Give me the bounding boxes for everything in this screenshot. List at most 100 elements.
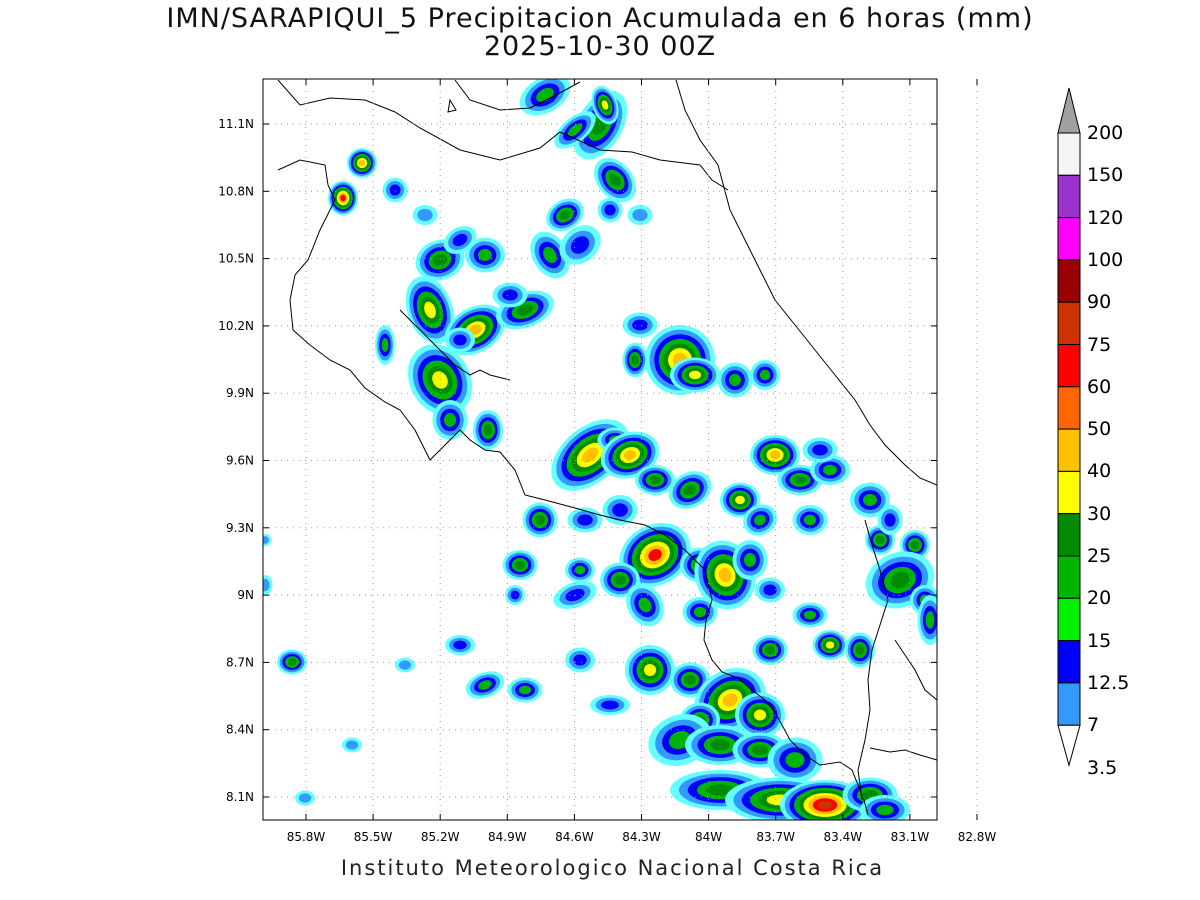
precip-contour [759, 369, 771, 381]
lat-tick-label: 8.7N [226, 655, 254, 669]
precip-contour [502, 289, 518, 301]
latitude-labels: 11.1N 10.8N 10.5N 10.2N 9.9N 9.6N 9.3N 9N 8.7N 8.… [218, 117, 254, 804]
colorbar-label: 40 [1087, 460, 1112, 483]
precip-contour [823, 464, 837, 476]
lat-lon-grid [263, 79, 978, 820]
precip-contour [875, 535, 885, 545]
precip-contour [453, 640, 467, 650]
colorbar-label: 60 [1087, 375, 1112, 398]
precip-contour [604, 204, 616, 216]
colorbar-label: 100 [1087, 248, 1124, 271]
precip-contour [518, 685, 532, 695]
precip-contour [817, 800, 833, 810]
colorbar-min-arrow [1057, 724, 1081, 768]
colorbar-label: 75 [1087, 333, 1112, 356]
colorbar-label: 120 [1087, 206, 1124, 229]
precip-contour [876, 804, 894, 816]
precip-contour [769, 450, 781, 460]
coastlines-and-borders [277, 79, 937, 816]
panama-coast [869, 639, 937, 761]
precip-contour [483, 424, 493, 436]
colorbar-segment [1057, 344, 1081, 388]
precip-contour [632, 319, 648, 331]
lon-tick-label: 84.6W [555, 830, 594, 844]
precip-contour [263, 578, 270, 592]
colorbar-segment [1057, 513, 1081, 557]
precip-contour [910, 540, 920, 550]
precip-contour [643, 663, 657, 677]
colorbar-label: 3.5 [1087, 756, 1118, 779]
precip-contour [452, 233, 468, 247]
colorbar-label: 30 [1087, 502, 1112, 525]
colorbar-segment [1057, 301, 1081, 346]
precip-contour [609, 173, 621, 187]
precip-contour [925, 611, 935, 629]
colorbar-label: 7 [1087, 714, 1100, 737]
precip-contour [559, 210, 571, 220]
precip-contour [855, 645, 865, 655]
precip-contour [381, 338, 389, 352]
lat-tick-label: 8.4N [226, 723, 254, 737]
precip-contour [705, 784, 735, 796]
colorbar-label: 25 [1087, 545, 1112, 567]
longitude-labels: 85.8W 85.5W 85.2W 84.9W 84.6W 84.3W 84W 83.7W 83… [287, 830, 997, 844]
colorbar-segment [1057, 682, 1081, 726]
lon-tick-label: 83.7W [756, 830, 795, 844]
lon-tick-label: 85.8W [287, 830, 326, 844]
lat-tick-label: 9.6N [226, 454, 254, 468]
colorbar-segment [1057, 174, 1081, 219]
colorbar-segment [1057, 428, 1081, 472]
lon-tick-label: 82.8W [958, 830, 997, 844]
precip-contour [743, 553, 757, 567]
lat-tick-label: 10.2N [218, 319, 254, 333]
lat-tick-label: 9.3N [226, 521, 254, 535]
precip-contour [684, 675, 696, 685]
lon-tick-label: 83.1W [891, 830, 930, 844]
precip-contour [287, 658, 297, 666]
precip-contour [263, 536, 269, 544]
precip-contour [417, 208, 433, 222]
precip-contour [890, 571, 910, 589]
precip-contour [710, 739, 730, 751]
map-subtitle-date: 2025-10-30 00Z [483, 31, 717, 62]
precip-contour [601, 700, 619, 710]
colorbar-segment [1057, 132, 1081, 176]
nicaragua-costa-rica-border [277, 79, 729, 191]
lon-tick-label: 84W [695, 830, 722, 844]
precip-contour [358, 159, 366, 167]
precipitation-field [263, 79, 937, 820]
precip-contour [543, 246, 557, 264]
precipitation-colorbar [1057, 87, 1081, 768]
precip-contour [754, 514, 766, 526]
precip-contour [612, 503, 628, 517]
colorbar-label: 200 [1087, 122, 1124, 144]
pacific-coast-south [544, 499, 869, 816]
colorbar-segment [1057, 640, 1081, 684]
precip-contour [573, 654, 587, 666]
lat-tick-label: 9.9N [226, 386, 254, 400]
lat-tick-label: 8.1N [226, 790, 254, 804]
precip-contour [803, 514, 817, 526]
colorbar-label: 50 [1087, 418, 1112, 441]
pacific-coast-north [277, 159, 546, 501]
precip-contour [340, 194, 346, 202]
precip-contour [728, 373, 742, 387]
colorbar-label: 12.5 [1087, 671, 1130, 694]
precip-contour [803, 610, 817, 620]
precip-contour [516, 304, 534, 316]
precip-contour [793, 475, 807, 485]
lon-tick-label: 85.5W [354, 830, 393, 844]
precip-contour [752, 745, 768, 755]
precip-contour [763, 584, 777, 596]
colorbar-label: 15 [1087, 629, 1112, 652]
precip-contour [765, 645, 775, 655]
colorbar-segment [1057, 555, 1081, 599]
precip-contour [812, 444, 828, 456]
precip-contour [722, 693, 738, 707]
precip-contour [735, 495, 745, 505]
precip-contour [649, 475, 661, 485]
map-frame [262, 78, 938, 821]
precip-contour [683, 484, 697, 496]
precip-contour [424, 301, 436, 319]
